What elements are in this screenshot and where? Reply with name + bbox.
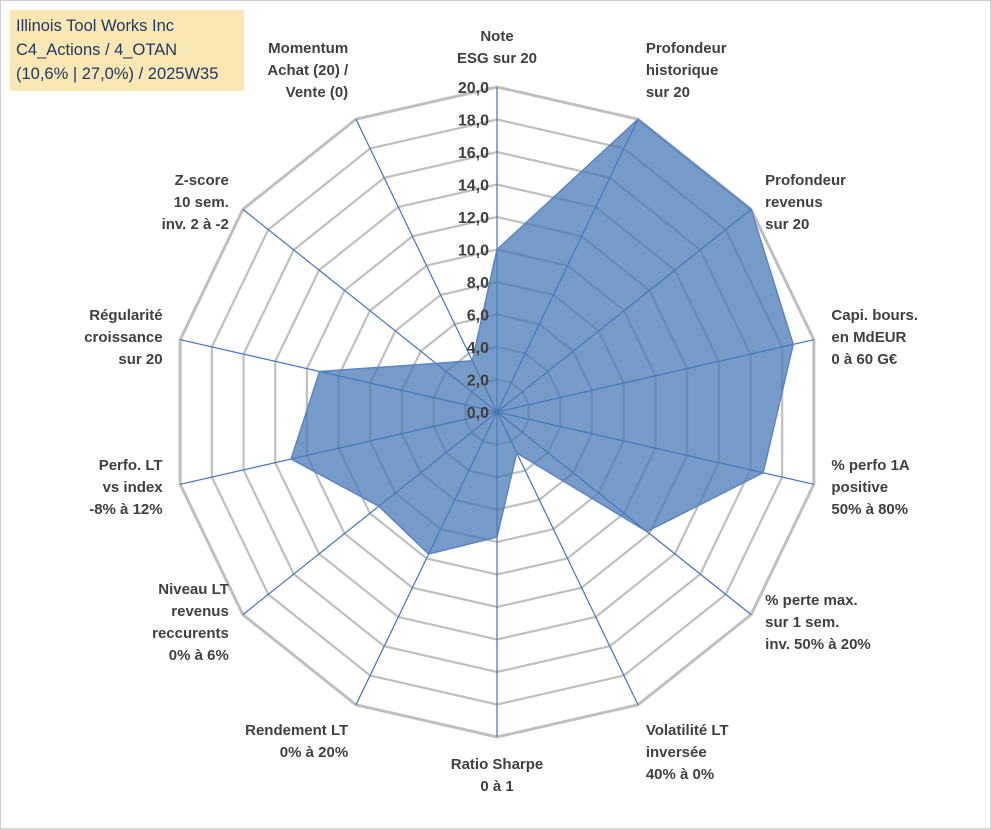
axis-label-line: revenus [171,603,229,620]
axis-label-line: Vente (0) [286,84,349,101]
axis-label-layer: Note ESG sur 20 Profondeur historique sur 20… [84,28,918,795]
axis-label-line: vs index [103,479,164,496]
axis-label: Z-score 10 sem. inv. 2 à -2 [162,172,229,233]
axis-label-line: inv. 50% à 20% [765,636,871,653]
title-company: Illinois Tool Works Inc [16,17,175,35]
axis-label-line: Rendement LT [245,722,348,739]
axis-spoke [496,411,639,706]
axis-label-line: sur 20 [118,351,162,368]
axis-label-line: historique [646,62,719,79]
axis-label-line: Note [480,28,513,45]
axis-label-line: -8% à 12% [89,501,162,518]
axis-label: Note ESG sur 20 [457,28,537,67]
axis-label-line: Profondeur [765,172,846,189]
axis-label: Momentum Achat (20) / Vente (0) [267,40,349,101]
axis-label: Capi. bours. en MdEUR 0 à 60 G€ [831,307,918,368]
axis-label: Ratio Sharpe 0 à 1 [451,756,544,795]
axis-label-line: positive [831,479,888,496]
tick-label: 6,0 [467,308,489,325]
axis-label-line: Ratio Sharpe [451,756,544,773]
tick-label: 16,0 [458,145,489,162]
axis-label-line: 0 à 1 [480,778,513,795]
tick-label: 18,0 [458,113,489,130]
tick-layer: 0,0 2,0 4,0 6,0 8,0 10,0 12,0 14,0 16,0 18,0 20,0 [458,80,489,422]
chart-title-box: Illinois Tool Works Inc C4_Actions / 4_O… [10,10,244,91]
axis-label-line: 0 à 60 G€ [831,351,898,368]
axis-label-line: sur 1 sem. [765,614,839,631]
tick-label: 12,0 [458,210,489,227]
axis-label-line: % perte max. [765,592,858,609]
tick-label: 10,0 [458,243,489,260]
axis-label-line: Achat (20) / [267,62,349,79]
axis-label-line: 0% à 6% [169,647,229,664]
axis-label-line: Perfo. LT [99,457,163,474]
axis-label: Perfo. LT vs index -8% à 12% [89,457,163,518]
axis-label-line: Capi. bours. [831,307,918,324]
axis-label: Niveau LT revenus reccurents 0% à 6% [152,581,229,664]
axis-label-line: % perfo 1A [831,457,910,474]
tick-label: 2,0 [467,373,489,390]
title-stats: (10,6% | 27,0%) / 2025W35 [16,65,219,83]
series-layer [290,118,795,555]
axis-label-line: croissance [84,329,162,346]
axis-label: Volatilité LT inversée 40% à 0% [646,722,729,783]
axis-label: % perte max. sur 1 sem. inv. 50% à 20% [765,592,871,653]
axis-label: Profondeur revenus sur 20 [765,172,846,233]
axis-label-line: reccurents [152,625,229,642]
axis-label-line: sur 20 [765,216,809,233]
axis-label-line: en MdEUR [831,329,906,346]
tick-label: 8,0 [467,275,489,292]
axis-label-line: ESG sur 20 [457,50,537,67]
axis-label-line: Niveau LT [158,581,229,598]
tick-label: 4,0 [467,340,489,357]
axis-label-line: 40% à 0% [646,766,714,783]
axis-label: % perfo 1A positive 50% à 80% [831,457,910,518]
axis-label: Régularité croissance sur 20 [84,307,162,368]
tick-label: 0,0 [467,405,489,422]
axis-label: Profondeur historique sur 20 [646,40,727,101]
axis-label-line: Volatilité LT [646,722,729,739]
axis-label-line: inv. 2 à -2 [162,216,229,233]
axis-label-line: 10 sem. [174,194,229,211]
axis-label-line: Régularité [89,307,162,324]
axis-label-line: 50% à 80% [831,501,908,518]
axis-label-line: sur 20 [646,84,690,101]
axis-label-line: inversée [646,744,707,761]
axis-label-line: Z-score [175,172,229,189]
axis-label: Rendement LT 0% à 20% [245,722,348,761]
axis-label-line: 0% à 20% [280,744,348,761]
tick-label: 14,0 [458,178,489,195]
series-area [290,118,795,555]
title-category: C4_Actions / 4_OTAN [16,41,178,59]
tick-label: 20,0 [458,80,489,97]
axis-label-line: Profondeur [646,40,727,57]
axis-label-line: Momentum [268,40,348,57]
axis-label-line: revenus [765,194,823,211]
